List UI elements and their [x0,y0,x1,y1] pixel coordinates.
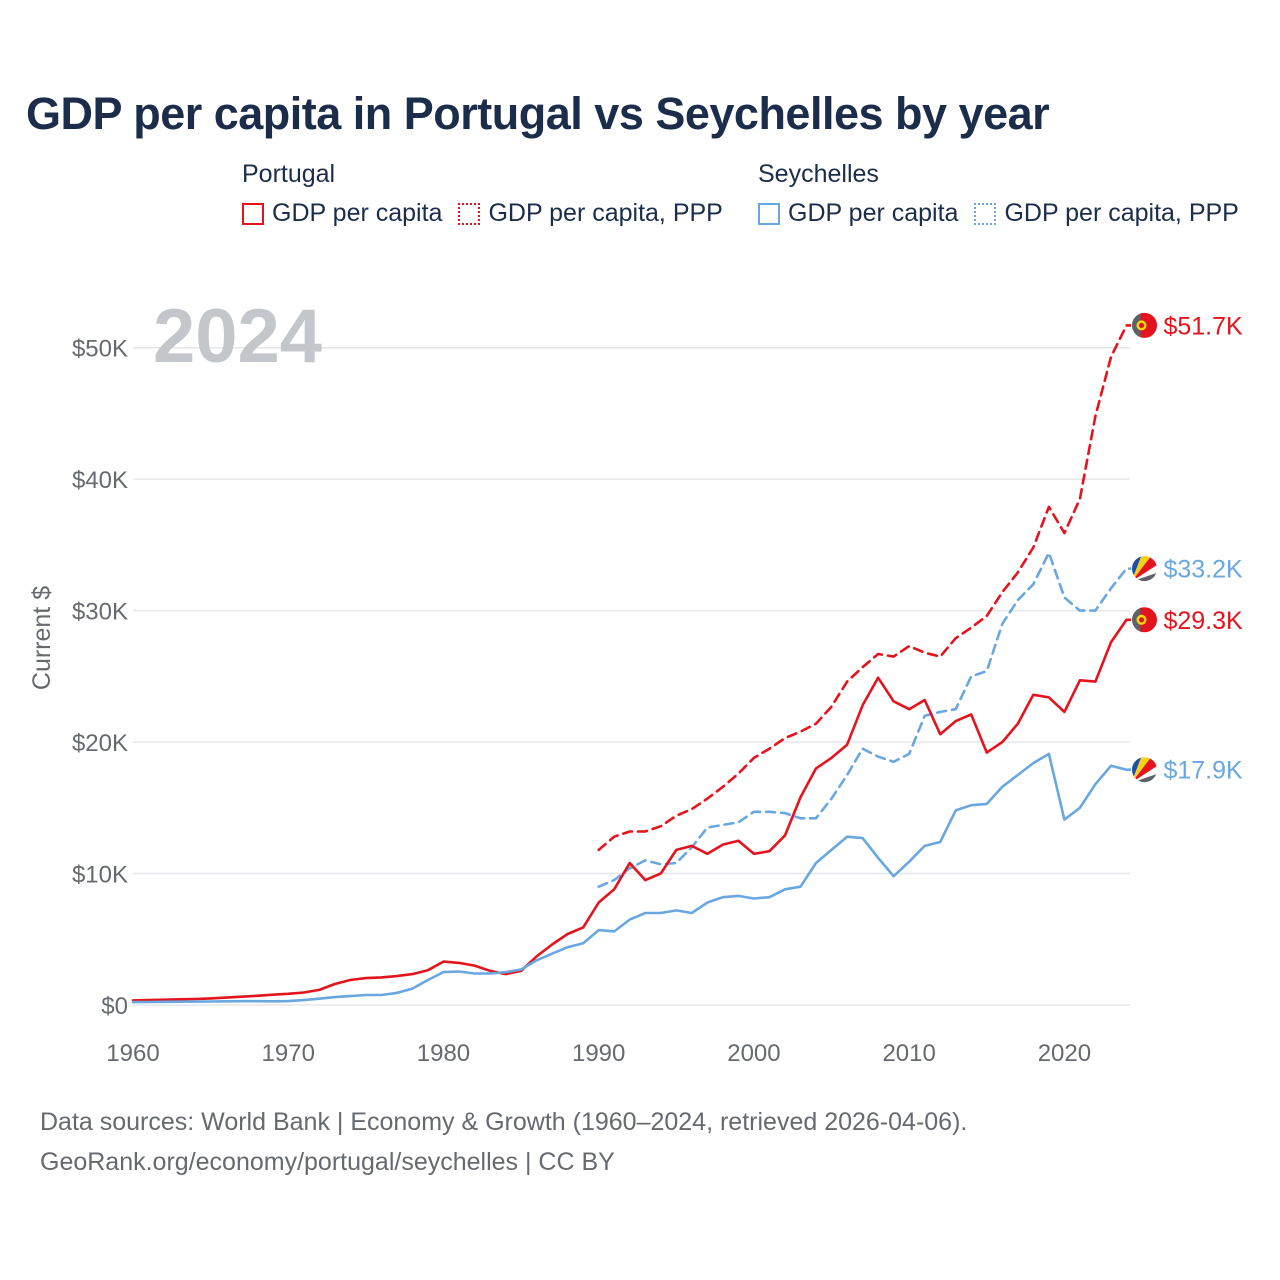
y-tick-label: $0 [101,993,128,1020]
x-tick-label: 2010 [882,1040,935,1067]
year-watermark: 2024 [153,294,322,379]
legend-label: GDP per capita [272,199,443,227]
x-tick-label: 1980 [417,1040,470,1067]
series-line-portugal-ppp[interactable] [597,324,1144,852]
y-tick-label: $50K [72,336,128,363]
end-value-label-seychelles: $17.9K [1163,757,1243,785]
series-line-seychelles-ppp[interactable] [597,551,1144,889]
legend-group-title-seychelles: Seychelles [758,160,879,188]
x-tick-label: 1960 [106,1040,159,1067]
legend-swatch-dotted-blue [974,202,997,225]
end-value-label-portugal: $29.3K [1163,607,1243,635]
footer-sources: Data sources: World Bank | Economy & Gro… [40,1108,968,1136]
x-tick-label: 2020 [1038,1040,1091,1067]
y-tick-label: $30K [72,599,128,626]
series-line-seychelles[interactable] [131,752,1144,1004]
legend-swatch-solid-red [242,202,264,225]
legend-swatch-dotted-red [458,202,481,225]
gridlines [133,346,1130,1006]
chart-title: GDP per capita in Portugal vs Seychelles… [26,88,1050,139]
footer-credit[interactable]: GeoRank.org/economy/portugal/seychelles … [40,1148,615,1176]
legend-group-portugal: Portugal GDP per capita GDP per capita, … [242,160,739,228]
legend-item-seychelles-gdp[interactable]: GDP per capita [758,199,958,228]
legend-label: GDP per capita, PPP [1004,199,1239,227]
flag-marker-seychelles [1131,756,1158,784]
legend-label: GDP per capita, PPP [488,199,723,227]
end-value-label-seychelles: $33.2K [1163,556,1243,584]
legend-item-portugal-gdp-ppp[interactable]: GDP per capita, PPP [458,199,723,228]
legend-group-title-portugal: Portugal [242,160,336,188]
y-tick-label: $20K [72,730,128,757]
y-axis-label: Current $ [28,586,56,690]
legend-item-seychelles-gdp-ppp[interactable]: GDP per capita, PPP [974,199,1239,228]
legend-label: GDP per capita [788,199,959,227]
flag-marker-portugal [1131,311,1158,339]
flag-marker-portugal [1131,606,1158,634]
legend-group-seychelles: Seychelles GDP per capita GDP per capita… [758,160,1255,228]
legend-swatch-solid-blue [758,202,780,225]
series-line-portugal[interactable] [131,618,1144,1002]
legend-item-portugal-gdp[interactable]: GDP per capita [242,199,442,228]
x-tick-label: 1990 [572,1040,625,1067]
x-tick-label: 1970 [262,1040,315,1067]
y-tick-label: $10K [72,862,128,889]
flag-marker-seychelles [1131,555,1158,583]
y-tick-label: $40K [72,467,128,494]
end-value-label-portugal: $51.7K [1163,312,1243,340]
x-tick-label: 2000 [727,1040,780,1067]
